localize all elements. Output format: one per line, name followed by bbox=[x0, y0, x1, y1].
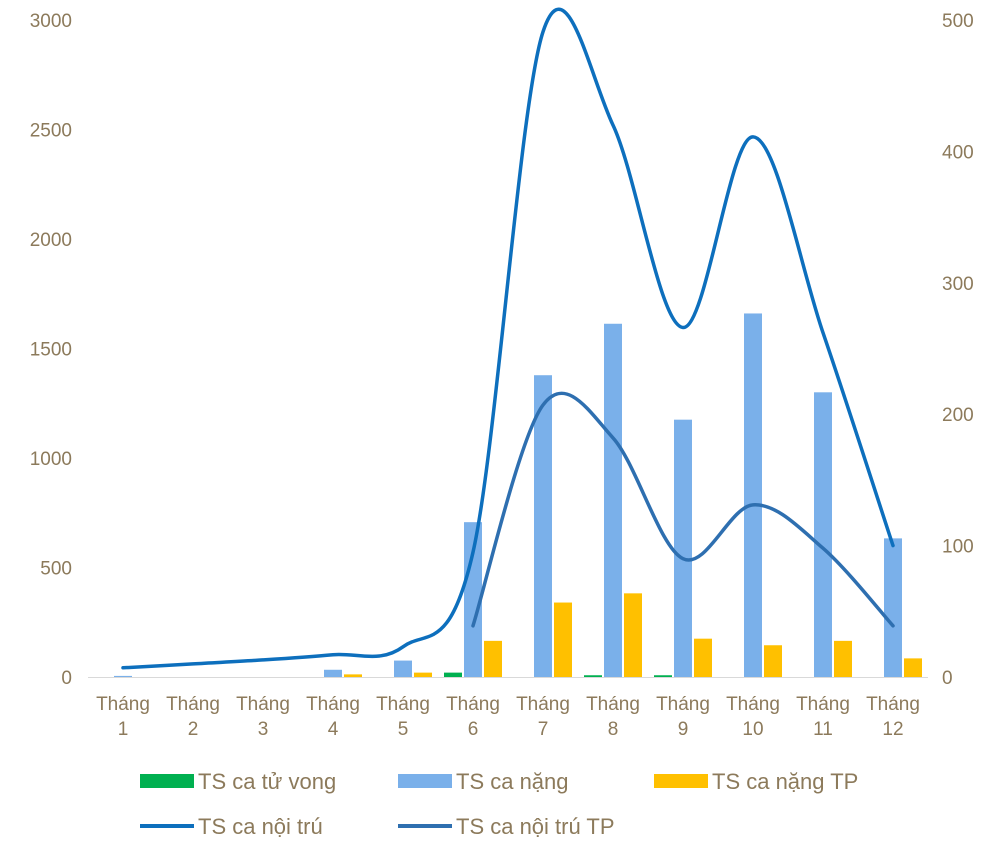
left-axis-tick-label: 500 bbox=[40, 559, 72, 580]
left-y-axis: 0 500 1000 1500 2000 2500 3000 bbox=[30, 11, 72, 689]
right-axis-tick-label: 0 bbox=[942, 668, 953, 689]
x-axis-tick-label: Tháng 7 bbox=[516, 694, 570, 740]
bar-series-group bbox=[114, 313, 922, 677]
line-ts-ca-nội-trú bbox=[121, 7, 895, 670]
bar-ts-ca-nặng bbox=[464, 522, 482, 677]
bar-ts-ca-nặng-tp bbox=[904, 658, 922, 677]
bar-ts-ca-nặng-tp bbox=[414, 672, 432, 677]
right-axis-tick-label: 500 bbox=[942, 11, 974, 32]
bar-ts-ca-nặng bbox=[114, 675, 132, 677]
legend-label-ts-ca-nặng: TS ca nặng bbox=[456, 769, 569, 794]
bar-ts-ca-nặng bbox=[744, 313, 762, 677]
bar-ts-ca-nặng-tp bbox=[694, 638, 712, 677]
x-axis-tick-label: Tháng 3 bbox=[236, 694, 290, 740]
x-axis-tick-labels: Tháng 1 Tháng 2 Tháng 3 Tháng 4 Tháng 5 Tháng 6 Thán… bbox=[96, 694, 920, 740]
bar-ts-ca-nặng-tp bbox=[484, 640, 502, 677]
right-axis-tick-label: 400 bbox=[942, 142, 974, 163]
bar-ts-ca-nặng bbox=[884, 538, 902, 677]
legend-label-ts-ca-tử-vong: TS ca tử vong bbox=[198, 769, 336, 794]
x-axis-tick-label: Tháng 12 bbox=[866, 694, 920, 740]
x-axis-tick-label: Tháng 11 bbox=[796, 694, 850, 740]
bar-ts-ca-nặng bbox=[604, 323, 622, 677]
bar-ts-ca-nặng-tp bbox=[624, 593, 642, 677]
legend-swatch-ts-ca-tử-vong bbox=[140, 774, 194, 788]
bar-ts-ca-nặng bbox=[814, 392, 832, 677]
legend-label-ts-ca-nặng-tp: TS ca nặng TP bbox=[712, 769, 858, 794]
legend-label-ts-ca-nội-trú: TS ca nội trú bbox=[198, 814, 323, 839]
x-axis-tick-label: Tháng 9 bbox=[656, 694, 710, 740]
left-axis-tick-label: 2500 bbox=[30, 121, 72, 142]
left-axis-tick-label: 0 bbox=[61, 668, 72, 689]
x-axis-tick-label: Tháng 5 bbox=[376, 694, 430, 740]
bar-ts-ca-tử-vong bbox=[654, 675, 672, 677]
bar-ts-ca-nặng-tp bbox=[834, 640, 852, 677]
left-axis-tick-label: 1500 bbox=[30, 340, 72, 361]
left-axis-tick-label: 2000 bbox=[30, 230, 72, 251]
bar-ts-ca-nặng bbox=[324, 669, 342, 677]
bar-ts-ca-nặng-tp bbox=[554, 602, 572, 677]
bar-ts-ca-nặng bbox=[534, 375, 552, 677]
x-axis-tick-label: Tháng 4 bbox=[306, 694, 360, 740]
right-y-axis: 0 100 200 300 400 500 bbox=[942, 11, 974, 689]
x-axis-tick-label: Tháng 10 bbox=[726, 694, 780, 740]
line-series-group bbox=[121, 7, 895, 670]
legend: TS ca tử vong TS ca nặng TS ca nặng TP TS c… bbox=[140, 769, 858, 839]
legend-swatch-ts-ca-nặng bbox=[398, 774, 452, 788]
legend-swatch-ts-ca-nặng-tp bbox=[654, 774, 708, 788]
bar-ts-ca-nặng-tp bbox=[344, 674, 362, 677]
x-axis-tick-label: Tháng 1 bbox=[96, 694, 150, 740]
bar-ts-ca-tử-vong bbox=[444, 672, 462, 677]
x-axis-tick-label: Tháng 6 bbox=[446, 694, 500, 740]
line-ts-ca-nội-trú-tp bbox=[471, 391, 895, 628]
bar-ts-ca-nặng-tp bbox=[764, 645, 782, 677]
bar-ts-ca-nặng bbox=[394, 660, 412, 677]
bar-ts-ca-tử-vong bbox=[584, 675, 602, 677]
left-axis-tick-label: 3000 bbox=[30, 11, 72, 32]
left-axis-tick-label: 1000 bbox=[30, 449, 72, 470]
right-axis-tick-label: 200 bbox=[942, 405, 974, 426]
right-axis-tick-label: 300 bbox=[942, 274, 974, 295]
x-axis-tick-label: Tháng 2 bbox=[166, 694, 220, 740]
right-axis-tick-label: 100 bbox=[942, 537, 974, 558]
x-axis-tick-label: Tháng 8 bbox=[586, 694, 640, 740]
legend-label-ts-ca-nội-trú-tp: TS ca nội trú TP bbox=[456, 814, 615, 839]
bar-ts-ca-nặng bbox=[674, 419, 692, 677]
